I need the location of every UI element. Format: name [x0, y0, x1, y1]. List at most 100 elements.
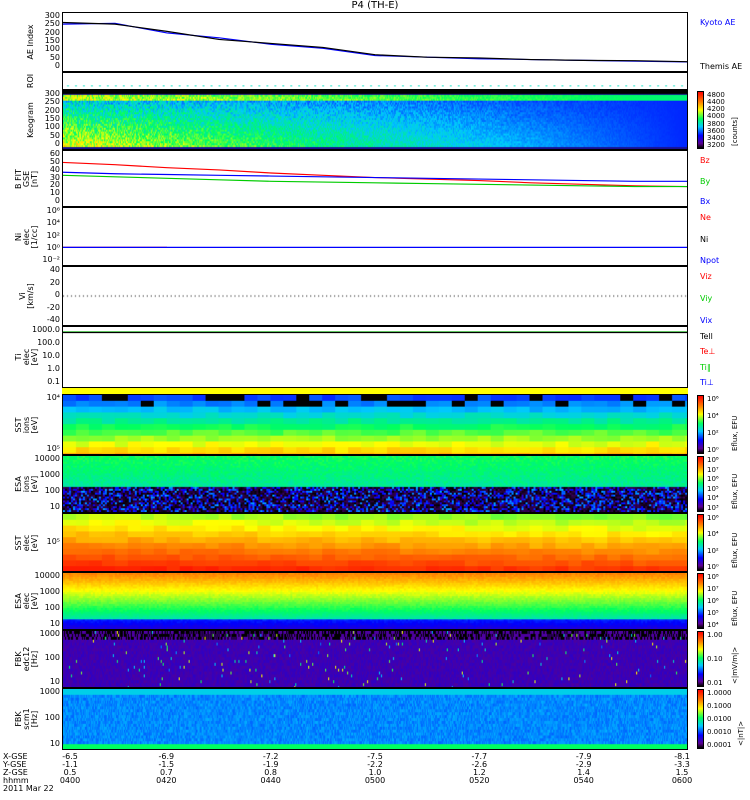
ytick-label: 150 [44, 36, 60, 45]
lines-ni [63, 246, 687, 248]
xaxis-tick-y: -1.1 [62, 760, 78, 769]
ylabel-fbks: FBK scm1 [Hz] [14, 694, 39, 744]
panel-vi [62, 266, 688, 326]
xaxis-row-label: Y-GSE [3, 760, 27, 769]
ylabel-line: [1/cc] [30, 225, 39, 248]
colorbar-tick: 10⁶ [707, 475, 719, 484]
colorbar-tick: 3400 [707, 133, 725, 142]
ytick-label: 50 [49, 130, 60, 140]
colorbar-unit: <|nT|> [737, 720, 745, 746]
lines-roi [63, 73, 687, 89]
lines-ae [63, 21, 687, 63]
colorbar-tick: 10³ [707, 504, 719, 512]
series-bx [63, 171, 687, 182]
ytick-label: 100 [44, 603, 60, 612]
series-themisae [63, 21, 687, 63]
ytick-label: 1000 [39, 470, 60, 479]
colorbar-tick: 0.01 [707, 679, 723, 687]
ylabel-ni: Ni elec [1/cc] [14, 212, 39, 262]
ylabel-vi: Vi [km/s] [18, 271, 35, 321]
lines-keo [63, 91, 687, 149]
spectrogram-ae [63, 13, 687, 71]
colorbar-tick: 10⁷ [707, 465, 719, 474]
colorbar-tick: 3200 [707, 141, 725, 149]
ytick-label: 0 [54, 139, 60, 148]
ytick-label: 100 [44, 653, 60, 662]
xaxis-tick-z: 1.5 [675, 768, 689, 777]
legend-bz: Bz [700, 156, 710, 165]
colorbar-tick: 10⁴ [707, 621, 719, 629]
xaxis-tick-x: -6.9 [158, 752, 175, 761]
colorbar-tick: 0.0010 [707, 728, 732, 736]
panel-ssti [62, 394, 688, 455]
ytick-label: -40 [46, 315, 60, 324]
xaxis-tick-z: 1.2 [472, 768, 486, 777]
xaxis-tick-z: 0.5 [63, 768, 77, 777]
colorbar-esae [697, 573, 704, 629]
colorbar-tick: 10² [707, 429, 719, 437]
colorbar-unit: Eflux, EFU [731, 532, 739, 568]
colorbar-tick: 4800 [707, 91, 725, 99]
legend-viz: Viz [700, 272, 712, 281]
ytick-label: 10⁴ [46, 218, 60, 228]
colorbar-unit: [counts] [731, 117, 739, 146]
xaxis-tick-x: -7.5 [367, 752, 383, 761]
lines-fbke [63, 631, 687, 687]
ylabel-line: [eV] [30, 534, 39, 551]
colorbar-tick: 10⁸ [707, 456, 719, 464]
xaxis-tick-y: -3.3 [674, 760, 690, 769]
ytick-label: 1000 [39, 687, 60, 696]
colorbar-unit: Eflux, EFU [731, 590, 739, 626]
xaxis-tick-t: 0520 [469, 776, 490, 785]
ytick-label: 0.1 [47, 377, 60, 386]
xaxis-tick-z: 1.0 [368, 768, 382, 777]
xaxis-tick-t: 0540 [573, 776, 594, 785]
ylabel-bfit: B FIT GSE [nT] [14, 154, 39, 204]
colorbar-tick: 10⁷ [707, 585, 719, 593]
colorbar-sste [697, 514, 704, 571]
lines-ssti [63, 395, 687, 454]
colorbar-tick: 1.0000 [707, 689, 732, 697]
ytick-label: 10⁵ [46, 444, 60, 453]
legend-viy: Viy [700, 294, 713, 303]
series-kyotoae [63, 22, 687, 63]
colorbar-unit: Eflux, EFU [731, 415, 739, 451]
colorbar-tick: 4400 [707, 98, 725, 107]
ytick-label: 200 [44, 105, 60, 115]
spectrogram-vi [63, 267, 687, 325]
ytick-label: 0 [54, 290, 60, 299]
ytick-label: 10 [49, 677, 60, 686]
ytick-label: 300 [44, 11, 60, 20]
colorbar-unit: Eflux, EFU [731, 473, 739, 509]
colorbar-ssti [697, 395, 704, 454]
spectrogram-esai [63, 456, 687, 512]
ylabel-line: [Hz] [30, 710, 39, 728]
legend-ni: Ni [700, 234, 709, 244]
colorbar-unit: <|mV/m|> [731, 646, 739, 684]
ytick-label: 10 [49, 739, 60, 748]
colorbar-tick: 10⁰ [707, 446, 719, 454]
colorbar-tick: 0.1000 [707, 702, 732, 710]
xaxis-tick-y: -1.9 [262, 760, 279, 769]
series-by [63, 174, 687, 188]
ylabel-ssti: SST ions [eV] [14, 400, 39, 450]
ytick-label: 100.0 [37, 338, 60, 347]
xaxis-row-label: hhmm [3, 776, 29, 785]
panel-bfit [62, 150, 688, 207]
colorbar-tick: 10⁸ [707, 573, 719, 581]
spectrogram-fbke [63, 631, 687, 687]
colorbar-fbks [697, 689, 704, 749]
colorbar-tick: 10⁰ [707, 563, 719, 571]
legend-vix: Vix [700, 316, 713, 325]
colorbar-esai [697, 456, 704, 512]
ytick-label: 0 [54, 61, 60, 70]
separator-bar [62, 388, 688, 394]
lines-t [63, 331, 687, 334]
colorbar-tick: 4000 [707, 112, 725, 121]
ylabel-line: [km/s] [26, 283, 35, 309]
colorbar-tick: 10⁵ [707, 484, 719, 493]
legend-ti: Ti⊥ [700, 378, 714, 387]
ytick-label: 1000 [39, 587, 60, 596]
xaxis-tick-t: 0600 [671, 776, 693, 785]
ytick-label: 0 [54, 196, 60, 205]
